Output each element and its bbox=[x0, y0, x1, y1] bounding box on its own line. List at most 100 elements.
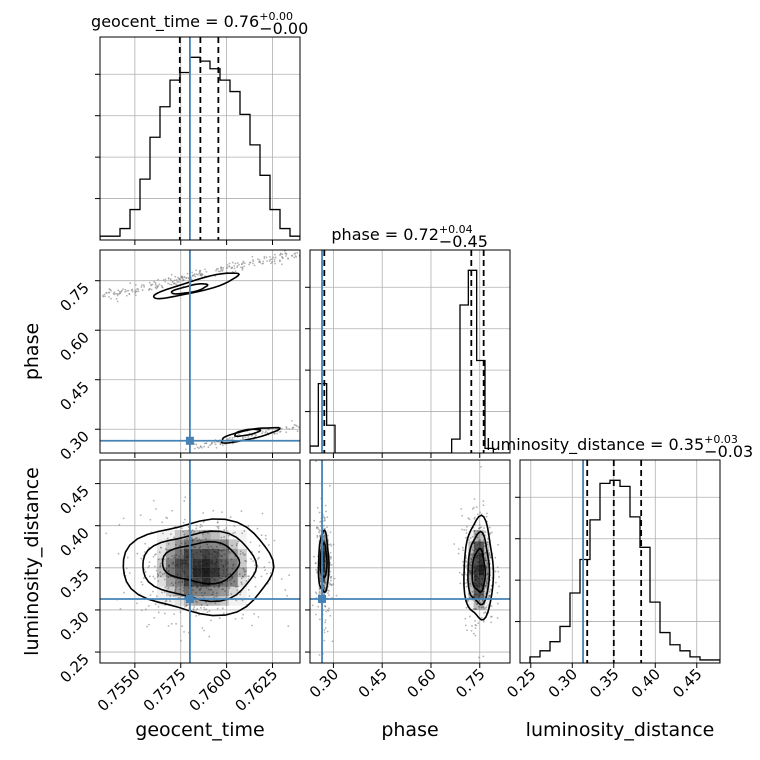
sample-point bbox=[172, 584, 175, 587]
sample-point bbox=[473, 530, 476, 533]
sample-point bbox=[201, 273, 204, 276]
sample-point bbox=[274, 253, 276, 256]
sample-point bbox=[329, 543, 332, 546]
sample-point bbox=[222, 588, 224, 590]
sample-point bbox=[459, 582, 462, 585]
sample-point bbox=[136, 552, 139, 555]
sample-point bbox=[319, 521, 321, 523]
density-cell bbox=[219, 577, 229, 587]
sample-point bbox=[131, 290, 134, 293]
sample-point bbox=[181, 625, 184, 628]
sample-point bbox=[143, 285, 146, 288]
sample-point bbox=[219, 443, 222, 446]
sample-point bbox=[250, 434, 253, 437]
sample-point bbox=[470, 557, 473, 560]
sample-point bbox=[274, 262, 277, 265]
sample-point bbox=[240, 583, 243, 585]
sample-point bbox=[170, 622, 173, 625]
sample-point bbox=[217, 270, 220, 273]
sample-point bbox=[117, 289, 120, 292]
sample-point bbox=[243, 571, 246, 573]
sample-point bbox=[199, 526, 202, 529]
sample-point bbox=[301, 426, 303, 428]
sample-point bbox=[247, 589, 250, 591]
sample-point bbox=[201, 533, 204, 535]
sample-point bbox=[140, 581, 143, 584]
sample-point bbox=[293, 423, 296, 426]
sample-point bbox=[164, 547, 167, 550]
sample-point bbox=[314, 591, 317, 594]
sample-point bbox=[469, 564, 472, 567]
density-cell bbox=[192, 548, 202, 559]
density-cell bbox=[156, 529, 166, 540]
sample-point bbox=[252, 262, 254, 265]
sample-point bbox=[213, 596, 216, 599]
sample-point bbox=[144, 551, 146, 553]
panel-geocent_time: geocent_time = 0.76+0.00−0.00 bbox=[91, 10, 308, 245]
sample-point bbox=[194, 600, 197, 603]
sample-point bbox=[251, 255, 254, 258]
sample-point bbox=[322, 584, 325, 587]
sample-point bbox=[147, 605, 150, 607]
contour-line bbox=[463, 514, 495, 621]
sample-point bbox=[290, 419, 293, 422]
sample-point bbox=[261, 512, 264, 515]
ticklabel-x: 0.45 bbox=[355, 665, 391, 701]
sample-point bbox=[205, 538, 207, 540]
sample-point bbox=[163, 591, 166, 593]
sample-point bbox=[206, 611, 209, 614]
sample-point bbox=[195, 443, 198, 446]
ticklabel-x: 0.7600 bbox=[186, 665, 236, 715]
sample-point bbox=[195, 524, 198, 527]
sample-point bbox=[269, 572, 272, 574]
sample-point bbox=[240, 266, 242, 269]
sample-point bbox=[164, 586, 167, 589]
sample-point bbox=[217, 267, 219, 270]
sample-point bbox=[475, 624, 478, 627]
sample-point bbox=[256, 527, 259, 530]
sample-point bbox=[485, 515, 488, 518]
sample-point bbox=[461, 514, 464, 517]
sample-point bbox=[223, 528, 226, 531]
sample-point bbox=[242, 575, 244, 578]
density-cell bbox=[484, 564, 490, 576]
sample-point bbox=[200, 587, 203, 589]
sample-point bbox=[136, 602, 138, 605]
density-cell bbox=[478, 564, 485, 576]
sample-point bbox=[241, 599, 244, 602]
sample-point bbox=[117, 552, 120, 555]
sample-point bbox=[324, 627, 327, 629]
sample-point bbox=[480, 465, 482, 468]
density-cell bbox=[210, 558, 220, 568]
sample-point bbox=[174, 590, 176, 593]
density-cell bbox=[156, 539, 166, 549]
sample-point bbox=[170, 283, 173, 286]
sample-point bbox=[210, 589, 213, 591]
sample-point bbox=[144, 542, 147, 545]
sample-point bbox=[488, 526, 491, 529]
sample-point bbox=[179, 611, 182, 613]
sample-point bbox=[173, 595, 175, 597]
sample-point bbox=[278, 431, 281, 433]
sample-point bbox=[153, 616, 156, 619]
density-cell bbox=[478, 552, 485, 565]
density-cell bbox=[174, 586, 184, 597]
sample-point bbox=[184, 605, 186, 608]
ticklabel-x: 0.40 bbox=[628, 665, 664, 701]
sample-point bbox=[323, 520, 325, 522]
sample-point bbox=[465, 529, 468, 531]
density-cell bbox=[219, 558, 229, 568]
sample-point bbox=[210, 593, 213, 596]
sample-point bbox=[279, 259, 281, 262]
sample-point bbox=[175, 622, 177, 625]
sample-point bbox=[207, 446, 210, 449]
sample-point bbox=[230, 593, 233, 595]
xlabel-geocent_time: geocent_time bbox=[135, 719, 264, 741]
density-cell bbox=[237, 539, 247, 549]
sample-point bbox=[227, 534, 230, 537]
sample-point bbox=[266, 259, 269, 262]
sample-point bbox=[202, 520, 205, 523]
sample-point bbox=[323, 517, 326, 520]
density-cell bbox=[156, 586, 166, 597]
sample-point bbox=[215, 268, 218, 271]
